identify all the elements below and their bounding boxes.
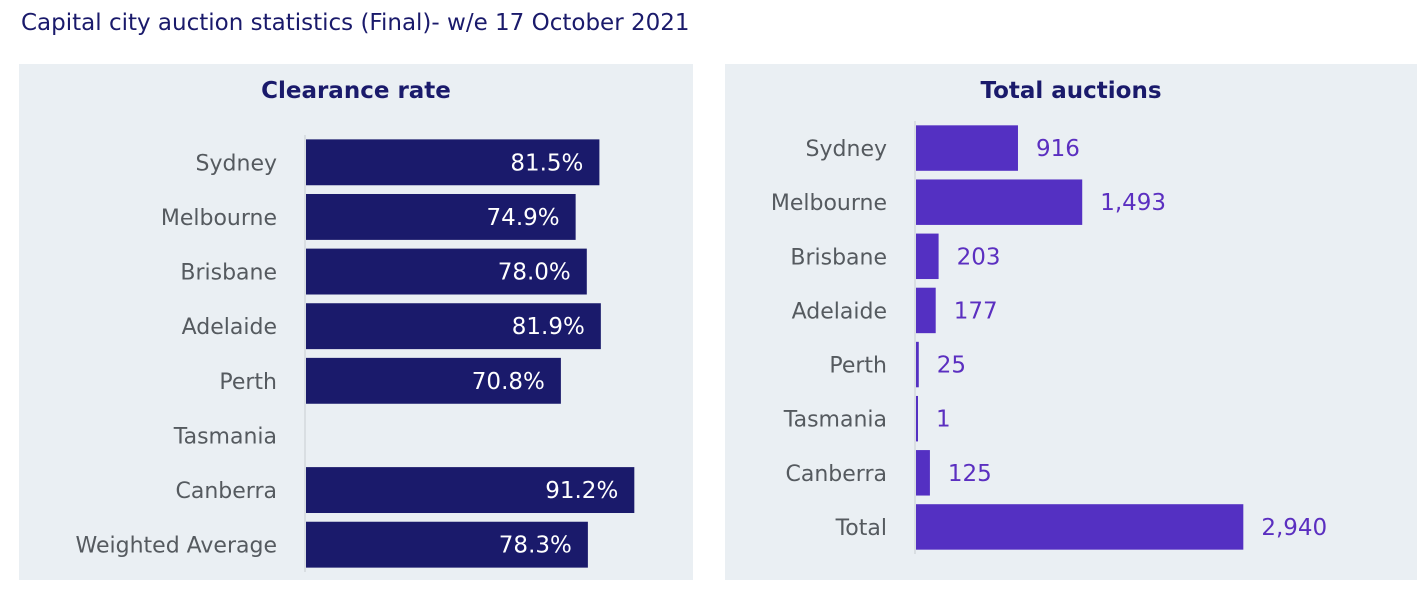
clearance-rate-panel: Clearance rate Sydney 81.5% Melbourne 74.9%… xyxy=(19,64,693,580)
auctions-category-label-perth: Perth xyxy=(829,354,887,379)
total-auctions-chart: Sydney 916 Melbourne 1,493 Brisbane 203 Adelai… xyxy=(771,121,1327,554)
clearance-category-label-weighted-average: Weighted Average xyxy=(76,534,277,559)
clearance-bar-sydney xyxy=(306,139,600,186)
clearance-value-label-sydney: 81.5% xyxy=(510,150,583,176)
clearance-category-label-brisbane: Brisbane xyxy=(180,261,277,286)
clearance-category-label-melbourne: Melbourne xyxy=(161,206,277,231)
auctions-bar-perth xyxy=(916,341,919,388)
total-auctions-title: Total auctions xyxy=(980,78,1162,104)
clearance-bar-adelaide xyxy=(306,303,601,350)
auctions-value-label-perth: 25 xyxy=(937,353,966,379)
clearance-bar-weighted-average xyxy=(306,521,588,568)
auctions-category-label-sydney: Sydney xyxy=(806,137,887,162)
auctions-value-label-tasmania: 1 xyxy=(936,407,951,433)
clearance-rate-title: Clearance rate xyxy=(261,78,451,104)
auctions-bar-sydney xyxy=(916,125,1018,171)
auctions-bar-adelaide xyxy=(916,287,936,334)
clearance-value-label-canberra: 91.2% xyxy=(545,478,618,504)
total-auctions-panel: Total auctions Sydney 916 Melbourne 1,493 Br… xyxy=(725,64,1417,580)
clearance-category-label-tasmania: Tasmania xyxy=(173,424,277,449)
clearance-category-label-sydney: Sydney xyxy=(196,151,277,176)
clearance-value-label-melbourne: 74.9% xyxy=(487,205,560,231)
auctions-category-label-canberra: Canberra xyxy=(786,462,887,487)
auctions-value-label-canberra: 125 xyxy=(948,461,992,487)
clearance-value-label-weighted-average: 78.3% xyxy=(499,533,572,559)
clearance-rate-chart: Sydney 81.5% Melbourne 74.9% Brisbane 78.0% Ad… xyxy=(76,135,635,572)
auctions-value-label-sydney: 916 xyxy=(1036,136,1080,162)
auctions-category-label-total: Total xyxy=(835,516,887,541)
clearance-bar-brisbane xyxy=(306,248,587,295)
clearance-category-label-canberra: Canberra xyxy=(176,479,277,504)
auctions-bar-tasmania xyxy=(916,395,918,442)
auctions-category-label-adelaide: Adelaide xyxy=(792,299,887,324)
auctions-bar-melbourne xyxy=(916,179,1083,225)
clearance-value-label-brisbane: 78.0% xyxy=(498,260,571,286)
auctions-bar-brisbane xyxy=(916,233,939,280)
clearance-bar-perth xyxy=(306,357,561,404)
auctions-value-label-adelaide: 177 xyxy=(954,298,998,324)
auctions-value-label-total: 2,940 xyxy=(1261,515,1327,541)
auctions-bar-canberra xyxy=(916,450,930,496)
auctions-category-label-brisbane: Brisbane xyxy=(790,245,887,270)
clearance-category-label-perth: Perth xyxy=(219,370,277,395)
clearance-category-label-adelaide: Adelaide xyxy=(182,315,277,340)
auctions-category-label-melbourne: Melbourne xyxy=(771,191,887,216)
page-title: Capital city auction statistics (Final)-… xyxy=(21,10,690,36)
clearance-value-label-perth: 70.8% xyxy=(472,369,545,395)
auctions-value-label-melbourne: 1,493 xyxy=(1100,190,1166,216)
auctions-bar-total xyxy=(916,504,1244,550)
auctions-category-label-tasmania: Tasmania xyxy=(783,408,887,433)
clearance-value-label-adelaide: 81.9% xyxy=(512,314,585,340)
clearance-bar-canberra xyxy=(306,467,635,514)
clearance-bar-melbourne xyxy=(306,193,576,240)
auctions-value-label-brisbane: 203 xyxy=(957,244,1001,270)
